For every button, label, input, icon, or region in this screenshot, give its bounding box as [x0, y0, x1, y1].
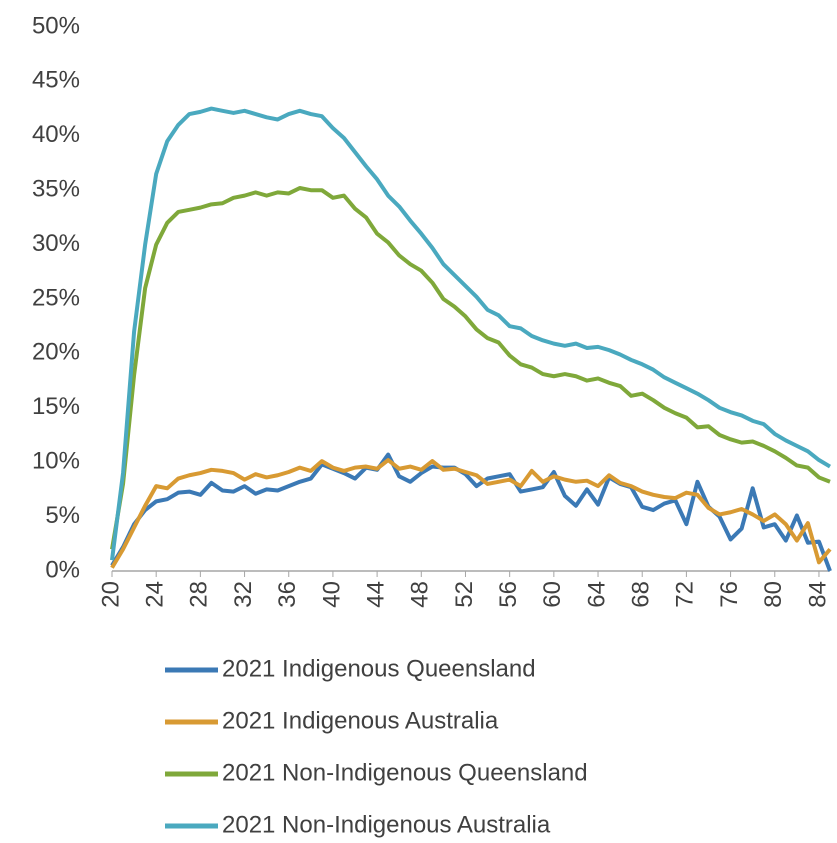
y-tick-label: 15% — [32, 393, 80, 420]
series-line — [110, 186, 831, 550]
series-line — [110, 458, 832, 569]
y-tick-label: 40% — [32, 121, 80, 148]
x-tick-label: 76 — [716, 581, 743, 608]
y-tick-label: 10% — [32, 448, 80, 475]
y-tick-label: 50% — [32, 12, 80, 39]
x-tick-label: 84 — [804, 581, 831, 608]
y-tick-label: 30% — [32, 230, 80, 257]
x-tick-label: 44 — [362, 581, 389, 608]
x-tick-label: 52 — [451, 581, 478, 608]
x-tick-label: 40 — [318, 581, 345, 608]
x-tick-label: 32 — [230, 581, 257, 608]
legend-label: 2021 Non-Indigenous Queensland — [222, 759, 588, 786]
x-tick-label: 64 — [583, 581, 610, 608]
x-tick-label: 72 — [672, 581, 699, 608]
x-tick-label: 28 — [186, 581, 213, 608]
x-tick-label: 60 — [539, 581, 566, 608]
y-tick-label: 35% — [32, 176, 80, 203]
legend-label: 2021 Indigenous Australia — [222, 707, 499, 734]
x-tick-label: 48 — [407, 581, 434, 608]
series-line — [110, 106, 832, 561]
x-tick-label: 24 — [142, 581, 169, 608]
legend-label: 2021 Indigenous Queensland — [222, 655, 536, 682]
x-tick-label: 68 — [628, 581, 655, 608]
legend-label: 2021 Non-Indigenous Australia — [222, 811, 551, 838]
x-tick-label: 20 — [97, 581, 124, 608]
y-tick-label: 20% — [32, 339, 80, 366]
y-tick-label: 25% — [32, 284, 80, 311]
y-tick-label: 45% — [32, 67, 80, 94]
y-tick-label: 0% — [45, 556, 80, 583]
y-tick-label: 5% — [45, 502, 80, 529]
x-tick-label: 36 — [274, 581, 301, 608]
x-tick-label: 80 — [760, 581, 787, 608]
x-tick-label: 56 — [495, 581, 522, 608]
